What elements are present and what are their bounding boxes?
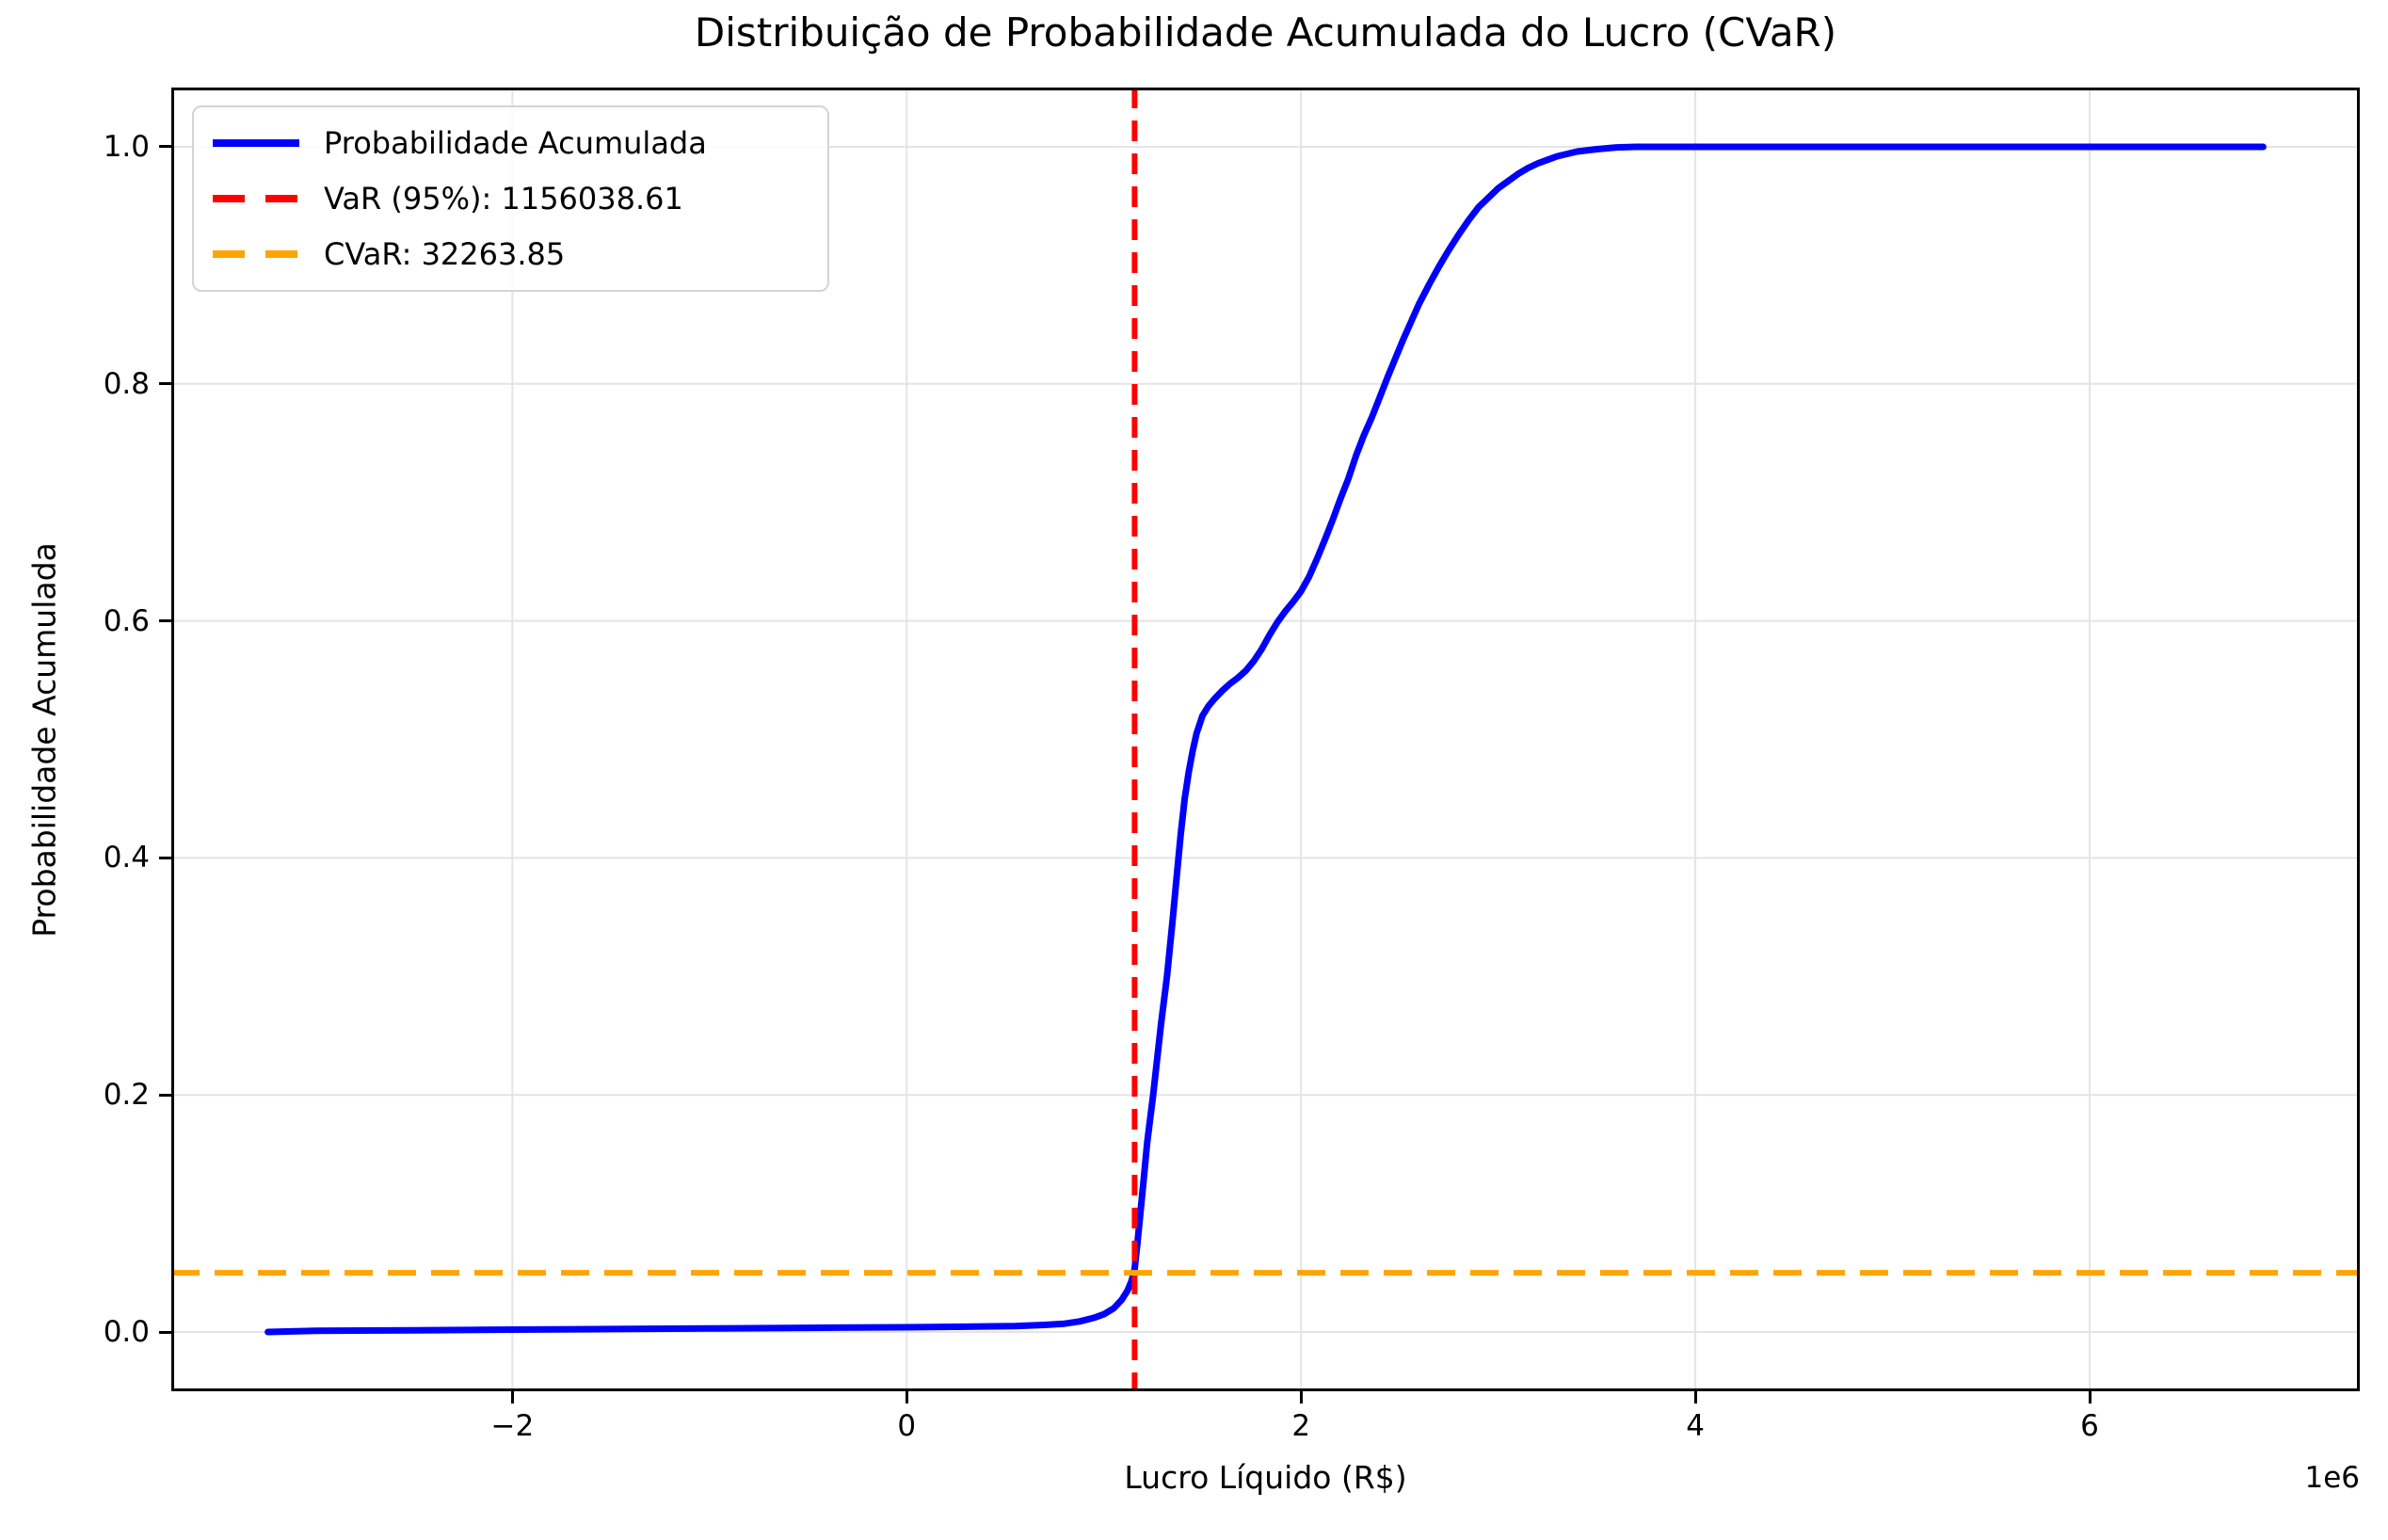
- legend-label: Probabilidade Acumulada: [324, 124, 707, 161]
- y-tick: [159, 1093, 171, 1097]
- legend-item: VaR (95%): 1156038.61: [213, 181, 809, 217]
- legend-item: Probabilidade Acumulada: [213, 125, 809, 161]
- y-tick-label: 0.2: [103, 1078, 150, 1113]
- y-tick: [159, 619, 171, 623]
- x-tick-label: 6: [2080, 1409, 2099, 1443]
- x-tick-label: 2: [1291, 1409, 1311, 1443]
- y-tick-label: 0.6: [103, 603, 150, 638]
- x-tick-label: 4: [1686, 1409, 1705, 1443]
- y-tick-label: 0.8: [103, 366, 150, 401]
- x-tick: [1299, 1391, 1303, 1404]
- axes-spines: [171, 88, 2360, 1391]
- legend-line-swatch: [213, 250, 299, 259]
- legend-label: VaR (95%): 1156038.61: [324, 180, 683, 217]
- x-tick: [905, 1391, 908, 1404]
- x-tick: [2088, 1391, 2092, 1404]
- x-tick-label: 0: [897, 1409, 917, 1443]
- legend-line-swatch: [213, 138, 299, 147]
- y-axis-label: Probabilidade Acumulada: [25, 542, 63, 938]
- chart-title: Distribuição de Probabilidade Acumulada …: [694, 9, 1837, 56]
- x-tick: [1693, 1391, 1697, 1404]
- y-tick: [159, 1330, 171, 1334]
- y-tick: [159, 382, 171, 386]
- legend-line-swatch: [213, 194, 299, 202]
- y-tick: [159, 145, 171, 149]
- x-tick: [510, 1391, 514, 1404]
- legend-item: CVaR: 32263.85: [213, 236, 809, 272]
- y-tick: [159, 856, 171, 859]
- y-tick-label: 0.4: [103, 841, 150, 875]
- y-tick-label: 1.0: [103, 129, 150, 164]
- legend-label: CVaR: 32263.85: [324, 236, 566, 273]
- cdf-line: [264, 143, 2267, 1336]
- x-tick-label: −2: [490, 1409, 535, 1443]
- legend: Probabilidade Acumulada VaR (95%): 115603…: [192, 105, 829, 292]
- y-tick-label: 0.0: [103, 1315, 150, 1350]
- x-axis-offset-text: 1e6: [2304, 1461, 2360, 1495]
- x-axis-label: Lucro Líquido (R$): [1124, 1459, 1407, 1496]
